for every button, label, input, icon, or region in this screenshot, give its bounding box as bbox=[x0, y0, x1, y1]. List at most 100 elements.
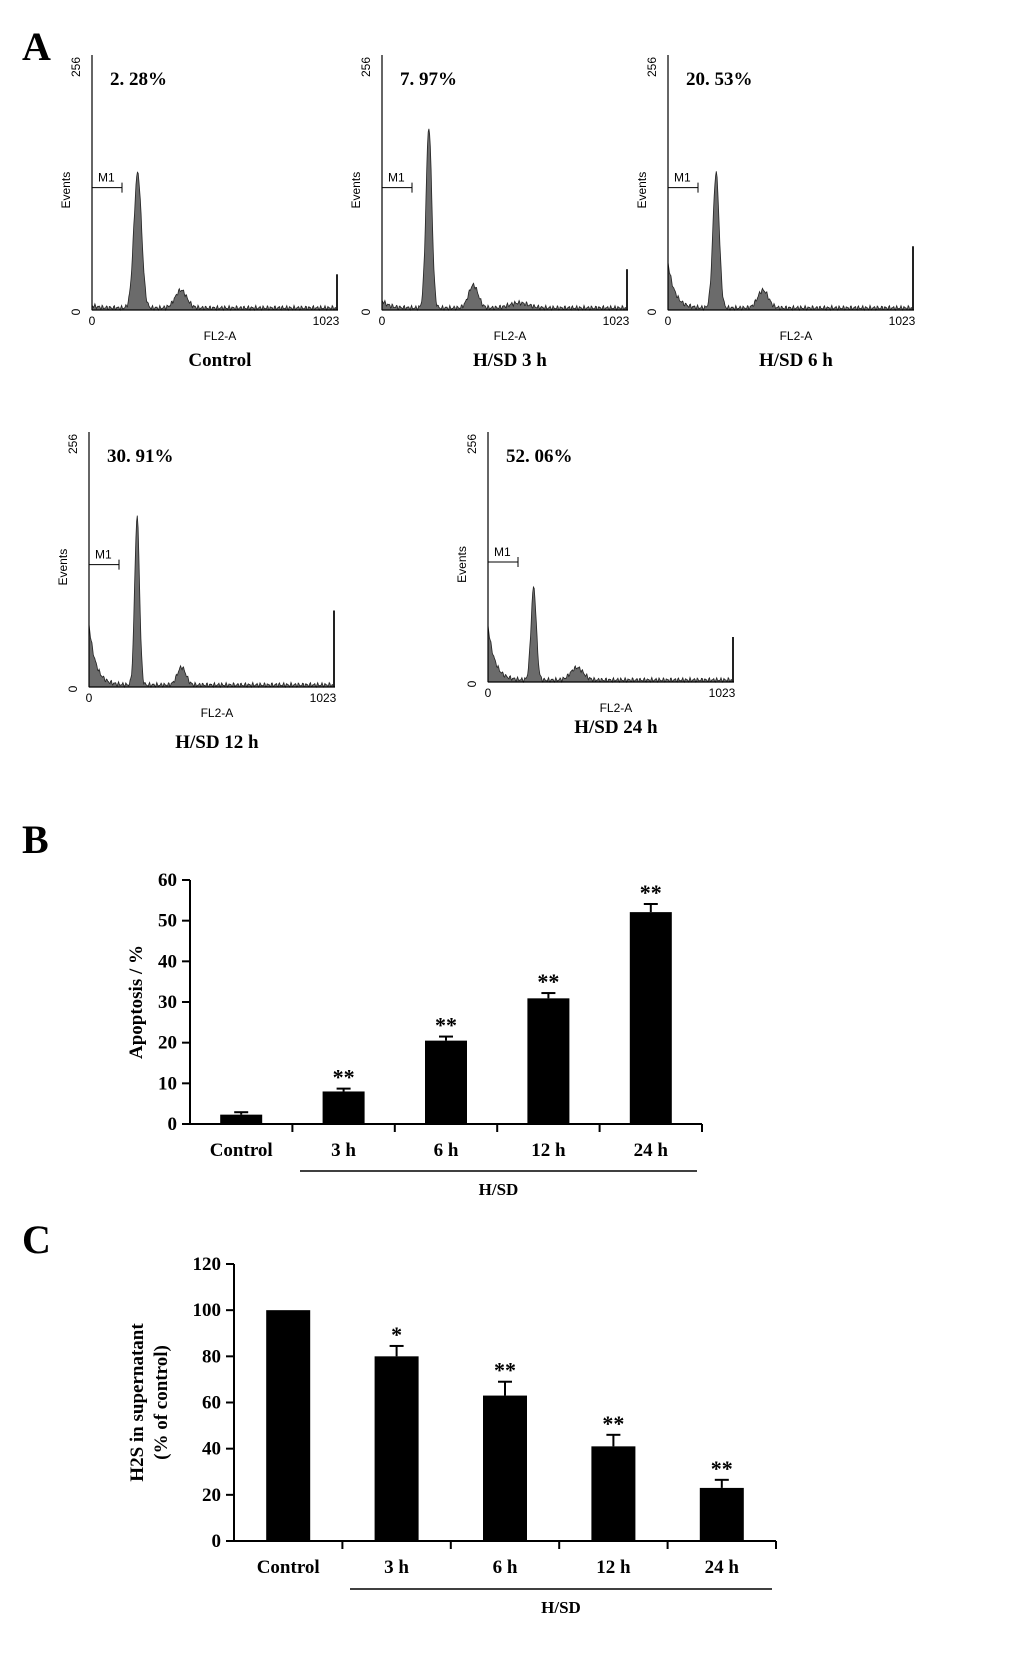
y-tick-label: 40 bbox=[202, 1439, 221, 1460]
histogram-area bbox=[381, 128, 627, 312]
bar bbox=[322, 1091, 365, 1124]
y-axis-label: Apoptosis / % bbox=[126, 945, 147, 1059]
y-axis-label: Events bbox=[635, 172, 649, 209]
bar-chart-apoptosis: 0 10 20 30 40 50 60 Control ** 3 h ** 6 h ** 12 h ** 24… bbox=[126, 870, 703, 1199]
y-max-label: 256 bbox=[69, 57, 83, 77]
y-tick-label: 20 bbox=[202, 1485, 221, 1506]
panel-label-c: C bbox=[22, 1217, 51, 1262]
y-min-label: 0 bbox=[465, 680, 479, 687]
category-label: 3 h bbox=[331, 1140, 356, 1161]
x-max-label: 1023 bbox=[603, 314, 630, 328]
histogram-area bbox=[487, 585, 733, 684]
y-max-label: 256 bbox=[645, 57, 659, 77]
x-min-label: 0 bbox=[89, 314, 96, 328]
histogram-caption: H/SD 24 h bbox=[574, 717, 658, 738]
significance-marker: ** bbox=[435, 1013, 457, 1038]
x-max-label: 1023 bbox=[889, 314, 916, 328]
x-min-label: 0 bbox=[379, 314, 386, 328]
bar bbox=[527, 998, 570, 1124]
y-tick-label: 20 bbox=[158, 1033, 177, 1054]
y-axis-label: Events bbox=[455, 546, 469, 583]
y-min-label: 0 bbox=[359, 308, 373, 315]
apoptosis-percent: 52. 06% bbox=[506, 446, 573, 467]
y-axis-label: H2S in supernatant bbox=[127, 1323, 148, 1482]
bar bbox=[374, 1356, 419, 1541]
x-max-label: 1023 bbox=[709, 686, 736, 700]
category-label: 6 h bbox=[493, 1557, 518, 1578]
histogram-hsd-12h: M1 256 0 Events 0 1023 FL2-A 30. 91% H/SD 12 h bbox=[56, 432, 337, 753]
apoptosis-percent: 7. 97% bbox=[400, 69, 457, 90]
x-min-label: 0 bbox=[665, 314, 672, 328]
x-axis-label: FL2-A bbox=[494, 329, 527, 343]
significance-marker: ** bbox=[602, 1411, 624, 1436]
significance-marker: ** bbox=[494, 1358, 516, 1383]
apoptosis-percent: 20. 53% bbox=[686, 69, 753, 90]
bar bbox=[629, 912, 672, 1124]
y-tick-label: 0 bbox=[168, 1114, 178, 1135]
y-tick-label: 10 bbox=[158, 1073, 177, 1094]
marker-m1-label: M1 bbox=[98, 171, 115, 185]
y-tick-label: 60 bbox=[202, 1393, 221, 1414]
apoptosis-percent: 2. 28% bbox=[110, 69, 167, 90]
histogram-caption: Control bbox=[188, 350, 251, 371]
panel-label-b: B bbox=[22, 817, 49, 862]
y-tick-label: 80 bbox=[202, 1346, 221, 1367]
category-label: 24 h bbox=[634, 1140, 669, 1161]
y-axis-label: Events bbox=[59, 172, 73, 209]
y-axis-label: Events bbox=[56, 549, 70, 586]
x-axis-label: FL2-A bbox=[201, 706, 234, 720]
apoptosis-percent: 30. 91% bbox=[107, 446, 174, 467]
histogram-hsd-3h: M1 256 0 Events 0 1023 FL2-A 7. 97% H/SD 3 h bbox=[349, 55, 630, 371]
histogram-area bbox=[88, 515, 334, 689]
significance-marker: ** bbox=[640, 880, 662, 905]
histogram-hsd-6h: M1 256 0 Events 0 1023 FL2-A 20. 53% H/SD 6 h bbox=[635, 55, 916, 371]
y-min-label: 0 bbox=[645, 308, 659, 315]
y-tick-label: 30 bbox=[158, 992, 177, 1013]
category-label: Control bbox=[257, 1557, 320, 1578]
histogram-hsd-24h: M1 256 0 Events 0 1023 FL2-A 52. 06% H/SD 24 h bbox=[455, 432, 736, 738]
histogram-caption: H/SD 6 h bbox=[759, 350, 833, 371]
y-max-label: 256 bbox=[359, 57, 373, 77]
histogram-caption: H/SD 12 h bbox=[175, 732, 259, 753]
x-axis-label: FL2-A bbox=[600, 701, 633, 715]
bar bbox=[699, 1487, 744, 1541]
bar-chart-h2s: 0 20 40 60 80 100 120 Control * 3 h ** 6 h ** 12 h ** 2… bbox=[127, 1254, 777, 1617]
y-max-label: 256 bbox=[66, 434, 80, 454]
category-label: 3 h bbox=[384, 1557, 409, 1578]
y-tick-label: 0 bbox=[212, 1531, 222, 1552]
y-tick-label: 120 bbox=[193, 1254, 222, 1275]
x-axis-label: FL2-A bbox=[204, 329, 237, 343]
significance-marker: ** bbox=[537, 969, 559, 994]
y-min-label: 0 bbox=[69, 308, 83, 315]
marker-m1-label: M1 bbox=[494, 545, 511, 559]
bar bbox=[483, 1395, 527, 1541]
y-axis-label: (% of control) bbox=[151, 1345, 172, 1460]
significance-marker: ** bbox=[711, 1456, 733, 1481]
category-label: 12 h bbox=[531, 1140, 566, 1161]
x-axis-label: FL2-A bbox=[780, 329, 813, 343]
y-tick-label: 60 bbox=[158, 870, 177, 891]
panel-label-a: A bbox=[22, 24, 51, 69]
x-max-label: 1023 bbox=[313, 314, 340, 328]
y-max-label: 256 bbox=[465, 434, 479, 454]
histogram-control: M1 256 0 Events 0 1023 FL2-A 2. 28% Control bbox=[59, 55, 340, 371]
y-axis-label: Events bbox=[349, 172, 363, 209]
x-max-label: 1023 bbox=[310, 691, 337, 705]
histogram-area bbox=[91, 171, 337, 312]
marker-m1-label: M1 bbox=[674, 171, 691, 185]
bar bbox=[591, 1446, 636, 1541]
significance-marker: * bbox=[391, 1322, 402, 1347]
bar bbox=[425, 1040, 467, 1124]
histogram-caption: H/SD 3 h bbox=[473, 350, 547, 371]
group-label: H/SD bbox=[479, 1180, 519, 1199]
category-label: Control bbox=[210, 1140, 273, 1161]
significance-marker: ** bbox=[333, 1065, 355, 1090]
category-label: 24 h bbox=[705, 1557, 740, 1578]
histogram-area bbox=[667, 171, 913, 312]
y-min-label: 0 bbox=[66, 685, 80, 692]
marker-m1-label: M1 bbox=[388, 171, 405, 185]
x-min-label: 0 bbox=[86, 691, 93, 705]
y-tick-label: 40 bbox=[158, 951, 177, 972]
bar bbox=[266, 1310, 311, 1541]
